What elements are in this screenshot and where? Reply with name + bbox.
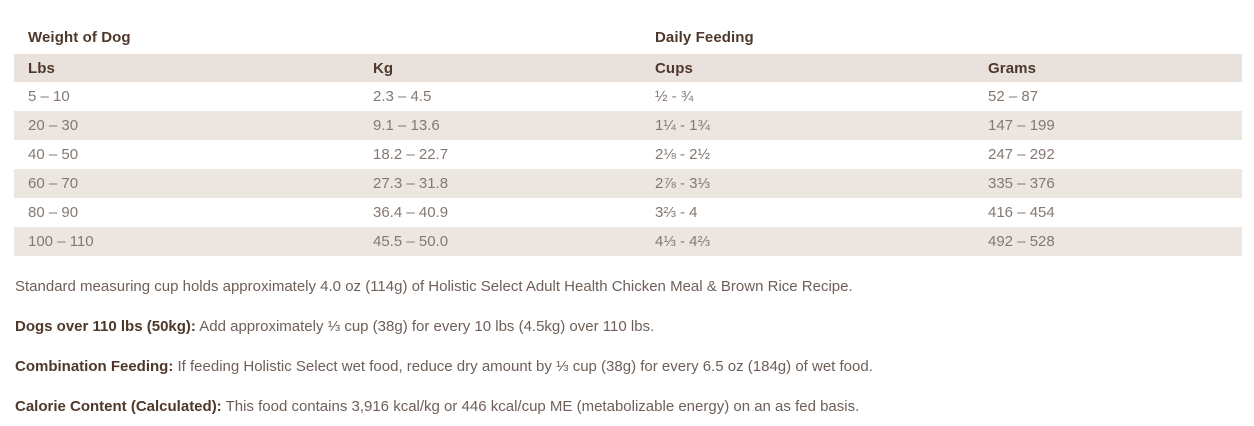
table-header-row: Lbs Kg Cups Grams <box>14 54 1242 82</box>
cell-grams: 247 – 292 <box>974 140 1242 169</box>
table-row: 5 – 10 2.3 – 4.5 ½ - ¾ 52 – 87 <box>14 82 1242 111</box>
table-row: 40 – 50 18.2 – 22.7 2⅛ - 2½ 247 – 292 <box>14 140 1242 169</box>
column-header-kg: Kg <box>359 54 641 82</box>
cell-grams: 52 – 87 <box>974 82 1242 111</box>
column-header-lbs: Lbs <box>14 54 359 82</box>
cell-kg: 9.1 – 13.6 <box>359 111 641 140</box>
cell-lbs: 60 – 70 <box>14 169 359 198</box>
note-measuring-cup: Standard measuring cup holds approximate… <box>15 278 1242 296</box>
cell-kg: 27.3 – 31.8 <box>359 169 641 198</box>
feeding-table: Lbs Kg Cups Grams 5 – 10 2.3 – 4.5 ½ - ¾… <box>14 54 1242 256</box>
cell-grams: 147 – 199 <box>974 111 1242 140</box>
cell-grams: 335 – 376 <box>974 169 1242 198</box>
cell-cups: 2⅛ - 2½ <box>641 140 974 169</box>
note-text: Standard measuring cup holds approximate… <box>15 278 853 295</box>
note-text: Add approximately ⅓ cup (38g) for every … <box>195 318 655 335</box>
section-title-weight-of-dog: Weight of Dog <box>28 29 131 46</box>
note-combination-feeding: Combination Feeding: If feeding Holistic… <box>15 358 1242 376</box>
cell-kg: 18.2 – 22.7 <box>359 140 641 169</box>
cell-lbs: 5 – 10 <box>14 82 359 111</box>
cell-cups: ½ - ¾ <box>641 82 974 111</box>
cell-grams: 416 – 454 <box>974 198 1242 227</box>
cell-cups: 3⅔ - 4 <box>641 198 974 227</box>
note-dogs-over-110: Dogs over 110 lbs (50kg): Add approximat… <box>15 318 1242 336</box>
cell-grams: 492 – 528 <box>974 227 1242 256</box>
note-lead: Dogs over 110 lbs (50kg): <box>15 318 196 335</box>
cell-lbs: 20 – 30 <box>14 111 359 140</box>
note-text: If feeding Holistic Select wet food, red… <box>173 358 873 375</box>
table-row: 60 – 70 27.3 – 31.8 2⅞ - 3⅓ 335 – 376 <box>14 169 1242 198</box>
feeding-notes: Standard measuring cup holds approximate… <box>14 278 1242 416</box>
cell-cups: 2⅞ - 3⅓ <box>641 169 974 198</box>
cell-kg: 36.4 – 40.9 <box>359 198 641 227</box>
cell-kg: 45.5 – 50.0 <box>359 227 641 256</box>
note-lead: Combination Feeding: <box>15 358 174 375</box>
note-text: This food contains 3,916 kcal/kg or 446 … <box>221 398 860 415</box>
table-row: 20 – 30 9.1 – 13.6 1¼ - 1¾ 147 – 199 <box>14 111 1242 140</box>
table-group-headers: Weight of Dog Daily Feeding <box>14 29 1242 46</box>
column-header-cups: Cups <box>641 54 974 82</box>
cell-lbs: 40 – 50 <box>14 140 359 169</box>
cell-lbs: 80 – 90 <box>14 198 359 227</box>
cell-cups: 1¼ - 1¾ <box>641 111 974 140</box>
note-calorie-content: Calorie Content (Calculated): This food … <box>15 398 1242 416</box>
table-row: 80 – 90 36.4 – 40.9 3⅔ - 4 416 – 454 <box>14 198 1242 227</box>
cell-lbs: 100 – 110 <box>14 227 359 256</box>
note-lead: Calorie Content (Calculated): <box>15 398 222 415</box>
cell-kg: 2.3 – 4.5 <box>359 82 641 111</box>
table-row: 100 – 110 45.5 – 50.0 4⅓ - 4⅔ 492 – 528 <box>14 227 1242 256</box>
section-title-daily-feeding: Daily Feeding <box>655 29 754 46</box>
column-header-grams: Grams <box>974 54 1242 82</box>
cell-cups: 4⅓ - 4⅔ <box>641 227 974 256</box>
